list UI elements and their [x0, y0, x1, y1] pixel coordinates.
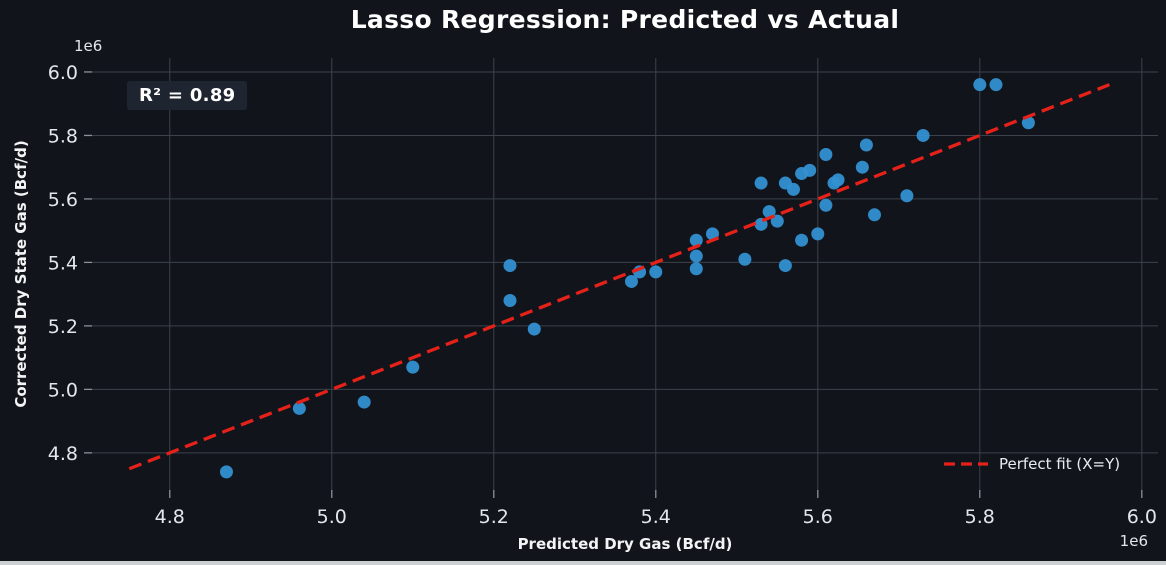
chart-title: Lasso Regression: Predicted vs Actual: [350, 5, 900, 34]
y-tick-label: 5.2: [48, 316, 78, 338]
data-point: [1021, 116, 1035, 130]
data-point: [811, 227, 825, 241]
data-point: [754, 176, 768, 190]
data-point: [819, 198, 833, 212]
y-tick-label: 5.8: [48, 125, 78, 147]
x-axis-label: Predicted Dry Gas (Bcf/d): [517, 535, 733, 553]
x-tick-label: 5.6: [803, 506, 833, 528]
r-squared-annotation: R² = 0.89: [127, 81, 248, 110]
data-point: [503, 294, 517, 308]
data-point: [357, 395, 371, 409]
data-point: [778, 259, 792, 273]
legend-dashed-line-icon: [944, 462, 988, 466]
window-bottom-edge: [0, 561, 1166, 565]
data-point: [624, 274, 638, 288]
y-tick-label: 5.4: [48, 252, 78, 274]
data-point: [762, 205, 776, 219]
data-point: [916, 128, 930, 142]
x-axis-offset-label: 1e6: [1119, 532, 1148, 550]
data-point: [649, 265, 663, 279]
x-tick-label: 5.8: [965, 506, 995, 528]
x-tick-label: 5.0: [317, 506, 347, 528]
x-tick-label: 4.8: [155, 506, 185, 528]
data-point: [503, 259, 517, 273]
data-point: [406, 360, 420, 374]
data-point: [770, 214, 784, 228]
data-point: [855, 160, 869, 174]
data-point: [831, 173, 845, 187]
data-point: [973, 78, 987, 92]
data-point: [859, 138, 873, 152]
y-axis-offset-label: 1e6: [74, 37, 103, 55]
perfect-fit-line: [128, 83, 1111, 471]
data-point: [795, 233, 809, 247]
data-point: [689, 233, 703, 247]
data-point: [867, 208, 881, 222]
data-point: [989, 78, 1003, 92]
data-point: [803, 163, 817, 177]
y-tick-label: 5.0: [48, 379, 78, 401]
data-point: [689, 249, 703, 263]
legend-label: Perfect fit (X=Y): [999, 455, 1121, 473]
y-axis-label: Corrected Dry State Gas (Bcf/d): [12, 140, 30, 408]
data-point: [900, 189, 914, 203]
data-point: [819, 147, 833, 161]
y-tick-label: 6.0: [48, 62, 78, 84]
legend: Perfect fit (X=Y): [943, 455, 1120, 473]
y-tick-label: 5.6: [48, 189, 78, 211]
data-point: [738, 252, 752, 266]
data-point: [219, 465, 233, 479]
x-tick-label: 5.2: [479, 506, 509, 528]
data-point: [689, 262, 703, 276]
x-tick-label: 5.4: [641, 506, 671, 528]
data-point: [705, 227, 719, 241]
y-tick-label: 4.8: [48, 443, 78, 465]
data-point: [527, 322, 541, 336]
data-point: [292, 401, 306, 415]
data-point: [786, 182, 800, 196]
x-tick-label: 6.0: [1127, 506, 1157, 528]
